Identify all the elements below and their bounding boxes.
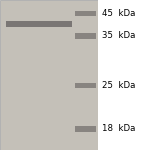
Text: 25  kDa: 25 kDa [102,81,135,90]
Text: 45  kDa: 45 kDa [102,9,135,18]
Bar [75,11,96,16]
Text: 35  kDa: 35 kDa [102,31,135,40]
Bar [98,0,150,150]
Bar [6,21,72,27]
Bar [75,82,96,88]
Bar [75,126,96,132]
Bar [75,33,96,39]
Bar [0,0,98,150]
Text: 18  kDa: 18 kDa [102,124,135,133]
